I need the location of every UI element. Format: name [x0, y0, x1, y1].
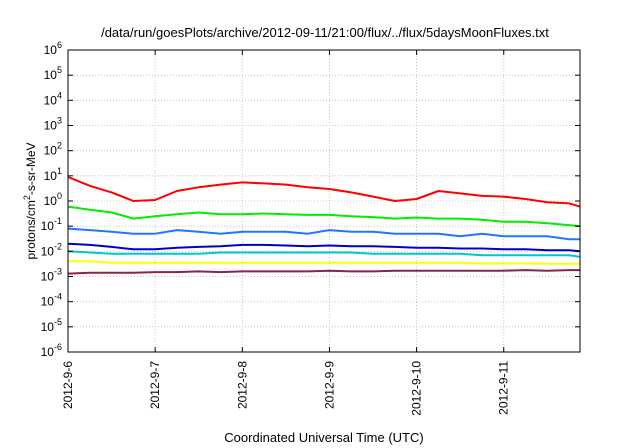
x-axis-ticks: 2012-9-6 2012-9-7 2012-9-8 2012-9-9 2012-9-1…: [61, 50, 511, 416]
x-tick-label: 2012-9-6: [61, 361, 75, 409]
chart-title: /data/run/goesPlots/archive/2012-09-11/2…: [101, 25, 549, 40]
y-tick-label: 103: [44, 116, 62, 133]
y-tick-label-base: 10: [41, 345, 55, 359]
y-tick-label-exp: -5: [54, 317, 62, 327]
y-tick-label-base: 10: [41, 320, 55, 334]
y-tick-label: 102: [44, 141, 62, 158]
y-axis-label: protons/cm2-s-sr-MeV: [22, 142, 38, 259]
y-tick-label: 100: [44, 191, 62, 208]
y-tick-label: 104: [44, 90, 62, 107]
y-tick-label-exp: 1: [57, 166, 62, 176]
series-line-3: [67, 227, 580, 241]
x-axis-label: Coordinated Universal Time (UTC): [224, 430, 423, 445]
y-tick-label-base: 10: [44, 144, 58, 158]
y-tick-label-base: 10: [44, 194, 58, 208]
y-axis-label-main: protons/cm: [24, 200, 38, 259]
series-line-2: [67, 205, 581, 228]
y-tick-label: 106: [44, 40, 62, 57]
y-tick-label: 10-6: [41, 342, 62, 359]
y-axis-label-tail: -s-sr-MeV: [24, 142, 38, 195]
series-line-7: [67, 269, 580, 275]
y-tick-label-base: 10: [44, 93, 58, 107]
series-line-4: [67, 242, 581, 253]
y-tick-label-exp: 6: [57, 40, 62, 50]
y-tick-label: 10-3: [41, 267, 62, 284]
y-tick-label-base: 10: [44, 119, 58, 133]
y-tick-label-exp: 2: [57, 141, 62, 151]
y-tick-label-exp: 5: [57, 65, 62, 75]
y-tick-label-exp: -2: [54, 241, 62, 251]
y-tick-label-base: 10: [44, 68, 58, 82]
y-tick-label-exp: 3: [57, 116, 62, 126]
y-axis-ticks: 10-610-510-410-310-210-11001011021031041…: [41, 40, 580, 359]
y-tick-label-base: 10: [44, 43, 58, 57]
x-tick-label: 2012-9-8: [235, 361, 249, 409]
series-line-6: [68, 260, 580, 265]
y-tick-label-base: 10: [44, 169, 58, 183]
y-axis-label-sup: 2: [22, 195, 32, 200]
y-tick-label: 10-2: [41, 241, 62, 258]
y-tick-label-base: 10: [41, 244, 55, 258]
series-line-5: [67, 250, 581, 258]
x-tick-label: 2012-9-7: [148, 361, 162, 409]
grid-lines: [68, 50, 580, 352]
y-tick-label-base: 10: [41, 219, 55, 233]
y-tick-label: 101: [44, 166, 62, 183]
y-tick-label: 10-5: [41, 317, 62, 334]
y-tick-label: 10-4: [41, 292, 62, 309]
y-tick-label-exp: 0: [57, 191, 62, 201]
y-tick-label-base: 10: [41, 295, 55, 309]
y-tick-label-base: 10: [41, 270, 55, 284]
x-tick-label: 2012-9-9: [322, 361, 336, 409]
y-tick-label-exp: -4: [54, 292, 62, 302]
y-tick-label-exp: -1: [54, 216, 62, 226]
x-tick-label: 2012-9-10: [410, 361, 424, 416]
y-tick-label: 10-1: [41, 216, 62, 233]
series-line-1: [67, 176, 581, 208]
y-tick-label-exp: -6: [54, 342, 62, 352]
y-tick-label-exp: 4: [57, 90, 62, 100]
y-tick-label: 105: [44, 65, 62, 82]
x-tick-label: 2012-9-11: [497, 361, 511, 415]
series-lines: [67, 176, 581, 275]
y-tick-label-exp: -3: [54, 267, 62, 277]
